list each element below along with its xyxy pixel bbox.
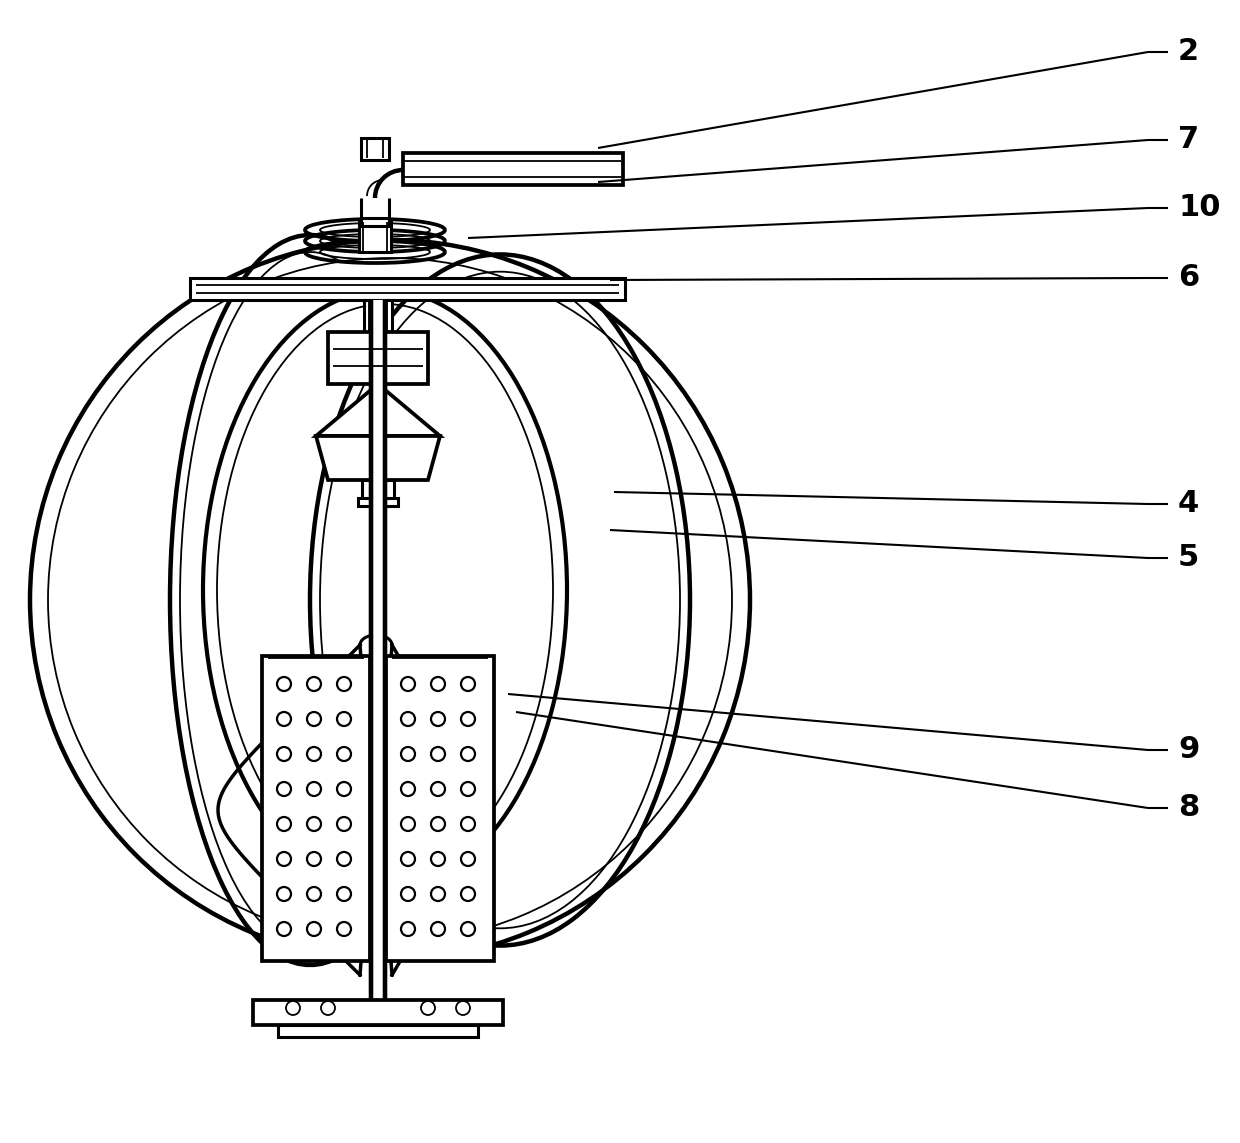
Bar bbox=[253, 1000, 503, 1025]
Text: 8: 8 bbox=[1178, 793, 1199, 823]
Text: 4: 4 bbox=[1178, 489, 1199, 519]
Polygon shape bbox=[316, 435, 440, 480]
Circle shape bbox=[308, 887, 321, 901]
Circle shape bbox=[337, 782, 351, 796]
Circle shape bbox=[308, 748, 321, 761]
Bar bbox=[262, 656, 370, 961]
Text: 7: 7 bbox=[1178, 126, 1199, 154]
Bar bbox=[361, 218, 389, 226]
Bar bbox=[361, 138, 389, 160]
Text: 10: 10 bbox=[1178, 193, 1220, 223]
Circle shape bbox=[432, 817, 445, 831]
Circle shape bbox=[432, 887, 445, 901]
Circle shape bbox=[277, 677, 291, 692]
Circle shape bbox=[461, 712, 475, 726]
Circle shape bbox=[432, 712, 445, 726]
Circle shape bbox=[277, 817, 291, 831]
Circle shape bbox=[337, 922, 351, 936]
Circle shape bbox=[337, 852, 351, 866]
Circle shape bbox=[401, 677, 415, 692]
Bar bbox=[362, 480, 394, 502]
Bar bbox=[371, 299, 384, 1000]
Bar bbox=[190, 278, 625, 299]
Circle shape bbox=[422, 1001, 435, 1015]
Text: 5: 5 bbox=[1178, 544, 1199, 573]
Circle shape bbox=[456, 1001, 470, 1015]
Circle shape bbox=[401, 782, 415, 796]
Bar bbox=[278, 1025, 477, 1037]
Bar bbox=[329, 331, 428, 384]
Circle shape bbox=[308, 922, 321, 936]
Circle shape bbox=[401, 748, 415, 761]
Circle shape bbox=[277, 748, 291, 761]
Text: 6: 6 bbox=[1178, 264, 1199, 293]
Circle shape bbox=[286, 1001, 300, 1015]
Text: 2: 2 bbox=[1178, 38, 1199, 66]
Circle shape bbox=[432, 748, 445, 761]
Bar bbox=[386, 656, 494, 961]
Circle shape bbox=[432, 677, 445, 692]
Circle shape bbox=[432, 782, 445, 796]
Circle shape bbox=[337, 887, 351, 901]
Circle shape bbox=[401, 817, 415, 831]
Circle shape bbox=[432, 922, 445, 936]
Circle shape bbox=[401, 852, 415, 866]
Circle shape bbox=[461, 922, 475, 936]
Circle shape bbox=[401, 922, 415, 936]
Circle shape bbox=[321, 1001, 335, 1015]
Polygon shape bbox=[316, 384, 440, 435]
Circle shape bbox=[461, 852, 475, 866]
Circle shape bbox=[337, 677, 351, 692]
Bar bbox=[358, 498, 398, 506]
Circle shape bbox=[432, 852, 445, 866]
Circle shape bbox=[308, 782, 321, 796]
Circle shape bbox=[461, 748, 475, 761]
Circle shape bbox=[277, 922, 291, 936]
Circle shape bbox=[401, 712, 415, 726]
Circle shape bbox=[277, 782, 291, 796]
Circle shape bbox=[308, 817, 321, 831]
Circle shape bbox=[308, 852, 321, 866]
Circle shape bbox=[401, 887, 415, 901]
Bar bbox=[365, 299, 392, 331]
Circle shape bbox=[461, 782, 475, 796]
Circle shape bbox=[337, 712, 351, 726]
Bar bbox=[360, 222, 391, 251]
Circle shape bbox=[277, 712, 291, 726]
Circle shape bbox=[277, 852, 291, 866]
Circle shape bbox=[308, 677, 321, 692]
Circle shape bbox=[461, 817, 475, 831]
Circle shape bbox=[308, 712, 321, 726]
Text: 9: 9 bbox=[1178, 735, 1199, 765]
Circle shape bbox=[337, 817, 351, 831]
Circle shape bbox=[337, 748, 351, 761]
Bar bbox=[403, 153, 622, 185]
Circle shape bbox=[461, 677, 475, 692]
Circle shape bbox=[277, 887, 291, 901]
Circle shape bbox=[461, 887, 475, 901]
